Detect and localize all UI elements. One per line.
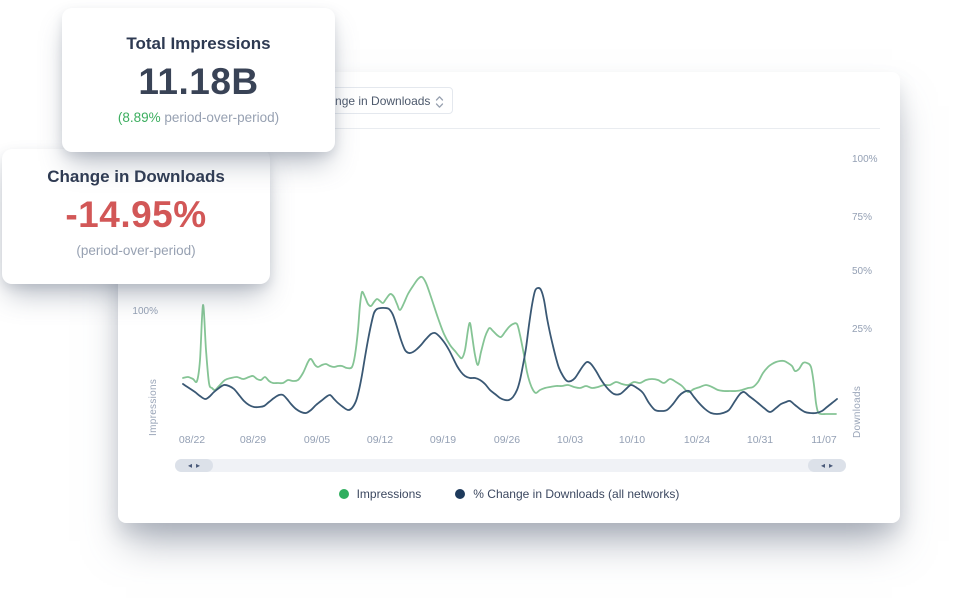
x-axis-tick-label: 09/12 (366, 434, 394, 446)
chart-svg (182, 275, 838, 416)
x-axis-tick-label: 10/10 (618, 434, 646, 446)
series-line-impressions (182, 275, 837, 416)
x-axis-tick-label: 10/24 (683, 434, 711, 446)
total-impressions-value: 11.18B (138, 61, 259, 102)
x-axis-tick-label: 11/07 (811, 434, 837, 446)
left-axis-title: Impressions (148, 378, 159, 436)
scrollbar-thumb-right[interactable]: ◂ ▸ (808, 459, 846, 472)
right-axis-tick-label: 75% (852, 212, 873, 223)
x-axis-tick-label: 09/05 (303, 434, 331, 446)
chart-scrollbar[interactable]: ◂ ▸ ◂ ▸ (175, 459, 846, 472)
legend-label-impressions: Impressions (356, 487, 422, 501)
series-line-downloads (182, 287, 838, 415)
total-impressions-subtext: (8.89% period-over-period) (62, 110, 335, 125)
total-impressions-card: Total Impressions 11.18B (8.89% period-o… (62, 8, 335, 152)
downloads-dot-icon (455, 489, 466, 499)
change-in-downloads-value: -14.95% (65, 194, 207, 235)
header-divider (138, 128, 880, 129)
legend-label-downloads: % Change in Downloads (all networks) (473, 487, 680, 501)
legend-item-downloads[interactable]: % Change in Downloads (all networks) (455, 487, 679, 501)
scroll-right-arrow-icon: ▸ (829, 460, 834, 470)
scroll-left-arrow-icon: ◂ (820, 460, 825, 470)
x-axis-tick-label: 09/26 (493, 434, 521, 446)
plot-area (175, 145, 846, 432)
metric-select-value: Change in Downloads (313, 93, 431, 108)
impressions-dot-icon (338, 489, 349, 499)
right-axis-tick-label: 25% (852, 324, 873, 335)
x-axis-labels: 08/22 08/29 09/05 09/12 09/19 09/26 10/03 10/10… (118, 434, 900, 448)
legend-item-impressions[interactable]: Impressions (338, 487, 422, 501)
total-impressions-title: Total Impressions (126, 34, 271, 53)
x-axis-tick-label: 09/19 (429, 434, 457, 446)
x-axis-tick-label: 10/03 (556, 434, 584, 446)
scroll-right-arrow-icon: ▸ (196, 460, 201, 470)
select-chevrons-icon (435, 96, 444, 108)
impressions-delta-suffix: period-over-period) (160, 110, 280, 125)
impressions-delta: (8.89% (117, 110, 161, 125)
change-in-downloads-subtext: (period-over-period) (76, 243, 196, 258)
change-in-downloads-title: Change in Downloads (47, 167, 225, 186)
right-axis-title: Downloads (852, 385, 863, 439)
chart-legend: Impressions % Change in Downloads (all n… (118, 487, 900, 501)
right-axis-tick-label: 50% (852, 266, 873, 277)
x-axis-tick-label: 08/22 (178, 434, 206, 446)
right-axis-tick-label: 100% (852, 154, 878, 165)
left-axis-tick-label: 100% (132, 306, 158, 317)
change-in-downloads-card: Change in Downloads -14.95% (period-over… (2, 149, 270, 284)
scrollbar-thumb-left[interactable]: ◂ ▸ (175, 459, 213, 472)
x-axis-tick-label: 08/29 (239, 434, 267, 446)
scroll-left-arrow-icon: ◂ (187, 460, 192, 470)
x-axis-tick-label: 10/31 (746, 434, 774, 446)
